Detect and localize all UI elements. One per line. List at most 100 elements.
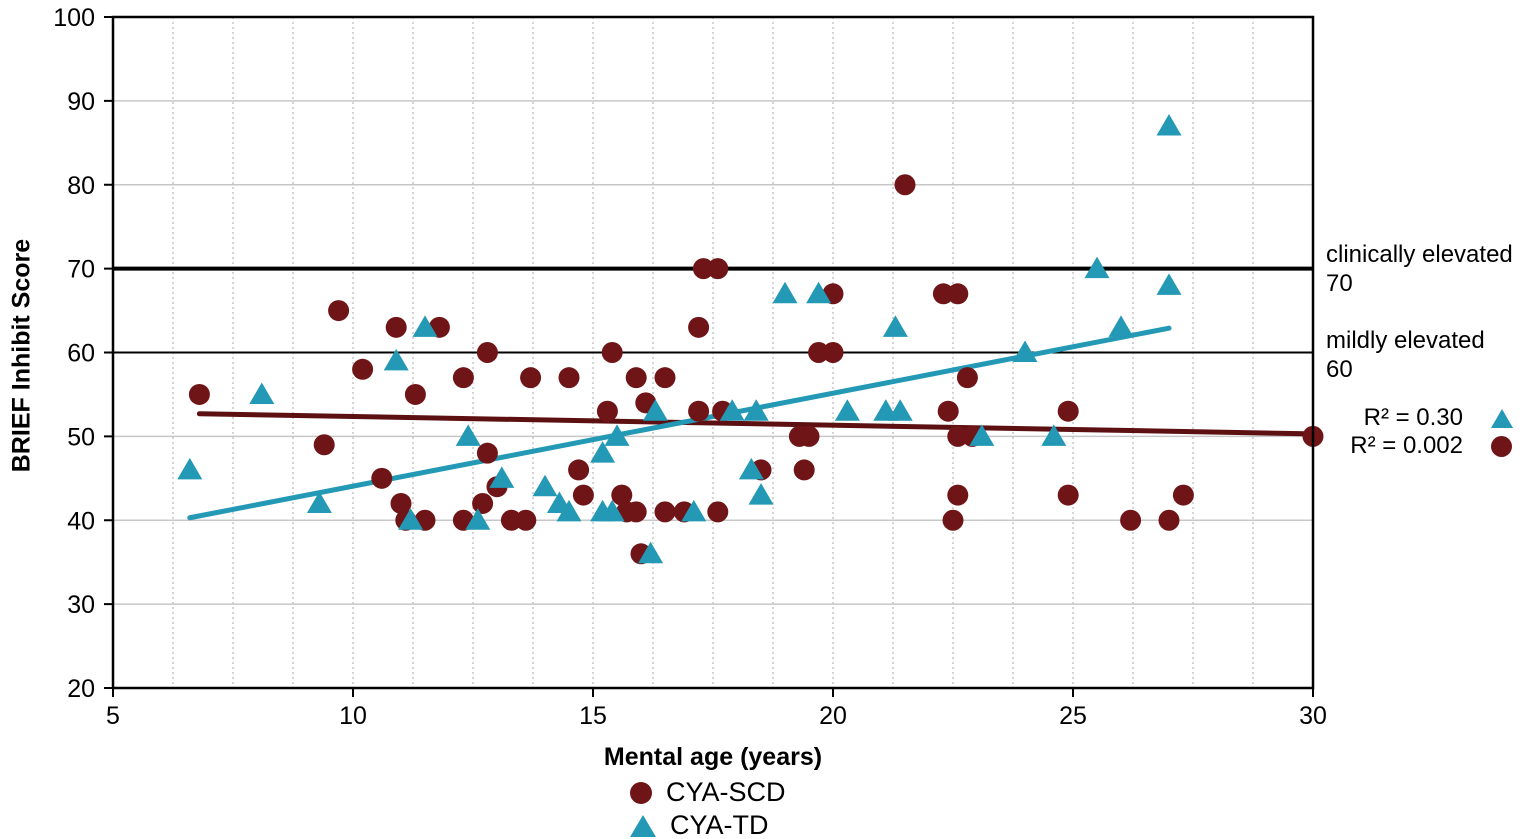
cya-scd-point bbox=[601, 342, 623, 363]
cya-td-point bbox=[604, 424, 630, 446]
series-cya-scd bbox=[188, 174, 1324, 565]
mildly-elevated-annotation: mildly elevated 60 bbox=[1326, 326, 1485, 384]
cya-scd-point bbox=[558, 367, 580, 389]
cya-scd-point bbox=[390, 492, 412, 514]
cya-scd-point bbox=[932, 283, 954, 305]
cya-td-point bbox=[489, 466, 515, 488]
cya-scd-point bbox=[188, 383, 210, 405]
trendline-cya-scd bbox=[196, 411, 1316, 437]
cya-scd-point bbox=[1172, 484, 1194, 506]
cya-td-point bbox=[1156, 114, 1182, 136]
cya-td-point bbox=[249, 382, 275, 404]
cya-td-point bbox=[412, 315, 438, 337]
cya-scd-point bbox=[500, 509, 522, 531]
cya-td-point bbox=[455, 424, 481, 446]
scd-circle-icon bbox=[1491, 435, 1512, 457]
legend-label-td: CYA-TD bbox=[670, 810, 769, 839]
cya-scd-point bbox=[692, 258, 714, 280]
r-squared-td: R² = 0.30 bbox=[1328, 404, 1513, 432]
cya-scd-point bbox=[385, 316, 407, 338]
trendline-cya-td bbox=[187, 325, 1172, 521]
clinically-elevated-label: clinically elevated bbox=[1326, 241, 1513, 268]
cya-td-point bbox=[681, 499, 707, 522]
cya-td-point bbox=[738, 457, 764, 480]
x-axis-title: Mental age (years) bbox=[603, 743, 823, 771]
cya-scd-point bbox=[798, 425, 820, 447]
cya-scd-point bbox=[452, 367, 474, 389]
cya-scd-point bbox=[572, 484, 594, 506]
cya-scd-point bbox=[625, 501, 647, 523]
cya-scd-point bbox=[654, 367, 676, 389]
r-squared-scd: R² = 0.002 bbox=[1328, 432, 1512, 460]
cya-scd-point bbox=[328, 300, 350, 322]
scd-circle-icon bbox=[630, 781, 652, 804]
clinically-elevated-annotation: clinically elevated 70 bbox=[1326, 240, 1513, 298]
r-squared-scd-label: R² = 0.002 bbox=[1350, 432, 1463, 459]
cya-td-point bbox=[638, 541, 664, 564]
cya-td-point bbox=[556, 499, 582, 522]
cya-td-point bbox=[743, 399, 769, 421]
cya-scd-point bbox=[947, 283, 969, 305]
y-tick-label: 80 bbox=[67, 172, 95, 200]
reference-lines bbox=[113, 266, 1313, 354]
cya-scd-point bbox=[625, 367, 647, 389]
cya-scd-point bbox=[654, 501, 676, 523]
cya-td-point bbox=[1041, 424, 1067, 446]
cya-scd-point bbox=[808, 342, 830, 363]
x-tick-label: 30 bbox=[1299, 702, 1327, 730]
x-tick-label: 25 bbox=[1059, 702, 1087, 730]
cya-scd-point bbox=[937, 400, 959, 422]
cya-td-point bbox=[177, 457, 203, 480]
axis-ticks: 5 10 15 20 25 30 20 30 40 50 60 70 80 90 100 bbox=[53, 4, 1327, 730]
mildly-elevated-value: 60 bbox=[1326, 356, 1353, 383]
y-tick-label: 50 bbox=[67, 423, 95, 451]
x-tick-label: 5 bbox=[106, 702, 120, 730]
series-cya-td bbox=[177, 114, 1182, 564]
cya-td-point bbox=[465, 508, 491, 530]
cya-scd-point bbox=[956, 367, 978, 389]
cya-scd-point bbox=[611, 484, 633, 506]
cya-scd-point bbox=[793, 459, 815, 481]
cya-scd-point bbox=[1057, 484, 1079, 506]
cya-scd-point bbox=[688, 316, 710, 338]
cya-td-point bbox=[969, 424, 995, 446]
cya-td-point bbox=[1156, 273, 1182, 295]
cya-scd-point bbox=[352, 358, 374, 380]
y-tick-label: 60 bbox=[67, 340, 95, 368]
cya-td-point bbox=[1084, 256, 1110, 279]
cya-scd-point bbox=[947, 425, 969, 447]
cya-td-point bbox=[590, 441, 616, 463]
cya-td-point bbox=[398, 508, 424, 530]
mildly-elevated-label: mildly elevated bbox=[1326, 327, 1485, 354]
cya-td-point bbox=[887, 399, 913, 421]
cya-scd-point bbox=[520, 367, 542, 389]
cya-td-point bbox=[306, 491, 332, 513]
legend-item-td: CYA-TD bbox=[630, 810, 786, 839]
cya-td-point bbox=[1012, 340, 1038, 362]
cya-td-point bbox=[748, 483, 774, 505]
y-tick-label: 90 bbox=[67, 88, 95, 116]
cya-scd-point bbox=[707, 501, 729, 523]
cya-scd-point bbox=[472, 492, 494, 514]
cya-td-point bbox=[772, 281, 798, 304]
r-squared-td-label: R² = 0.30 bbox=[1363, 404, 1463, 431]
cya-scd-point bbox=[476, 442, 498, 464]
y-tick-label: 40 bbox=[67, 507, 95, 535]
cya-td-point bbox=[834, 399, 860, 421]
td-triangle-icon bbox=[1491, 408, 1513, 428]
cya-scd-point bbox=[822, 342, 844, 363]
td-triangle-icon bbox=[630, 814, 656, 837]
cya-scd-point bbox=[688, 400, 710, 422]
cya-scd-point bbox=[947, 484, 969, 506]
x-tick-label: 15 bbox=[579, 702, 607, 730]
cya-scd-point bbox=[313, 434, 335, 456]
cya-scd-point bbox=[476, 342, 498, 363]
y-axis-title: BRIEF Inhibit Score bbox=[7, 238, 36, 473]
cya-scd-point bbox=[568, 459, 590, 481]
y-tick-label: 100 bbox=[53, 4, 95, 32]
cya-td-point bbox=[383, 348, 409, 371]
legend-item-scd: CYA-SCD bbox=[630, 777, 786, 807]
y-tick-label: 70 bbox=[67, 256, 95, 284]
